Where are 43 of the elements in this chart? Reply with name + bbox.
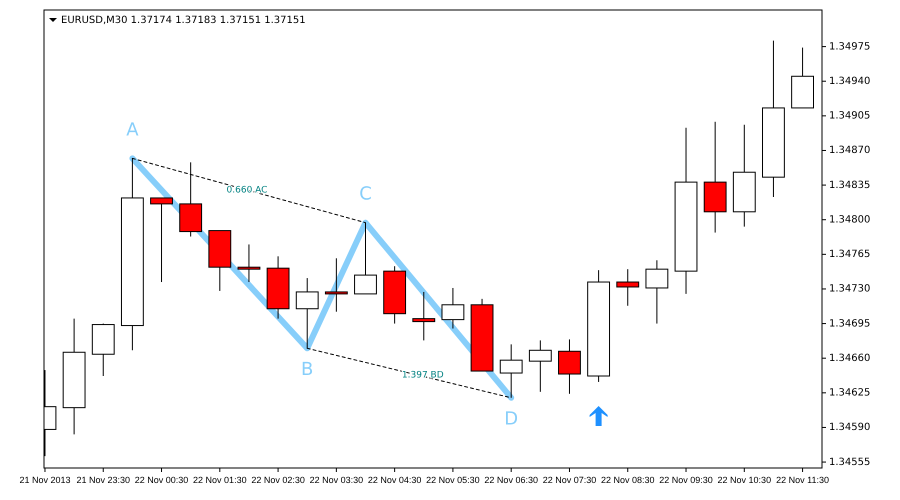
x-tick-label: 21 Nov 23:30 [76,475,130,485]
candlestick [412,291,436,341]
x-tick-label: 21 Nov 2013 [19,475,70,485]
x-tick-label: 22 Nov 06:30 [484,475,538,485]
x-tick-label: 22 Nov 04:30 [368,475,422,485]
annotation: A [126,119,140,140]
x-tick-label: 22 Nov 08:30 [600,475,655,485]
y-tick-label: 1.34555 [829,456,870,468]
y-tick-label: 1.34800 [829,214,870,226]
candlestick [616,268,640,306]
x-tick-label: 22 Nov 00:30 [134,475,188,485]
x-tick-label: 22 Nov 07:30 [542,475,596,485]
y-tick-label: 1.34765 [829,249,870,260]
x-tick-label: 22 Nov 01:30 [193,475,247,485]
annotation: 0.660 AC [226,185,268,196]
candlestick [528,340,552,392]
y-tick-label: 1.34975 [829,41,870,52]
y-tick-label: 1.34625 [829,388,870,399]
y-tick-label: 1.34660 [829,352,870,364]
candlestick [238,244,260,283]
candlestick [150,197,173,283]
annotation: 1.397 BD [402,370,444,380]
y-tick-label: 1.34940 [829,76,870,87]
candlestick [324,258,348,312]
x-tick-label: 22 Nov 03:30 [310,475,364,485]
annotation: C [359,184,372,205]
y-tick-label: 1.34905 [829,110,870,122]
candlestick [441,287,464,330]
annotation: B [301,359,314,380]
y-tick-label: 1.34730 [829,284,870,295]
x-tick-label: 22 Nov 11:30 [776,475,830,485]
y-tick-label: 1.34590 [829,422,870,434]
y-tick-label: 1.34835 [829,180,870,191]
annotation: D [504,408,518,430]
candlestick [645,260,668,324]
y-tick-label: 1.34870 [829,145,870,156]
x-tick-label: 22 Nov 02:30 [251,475,305,485]
y-tick-label: 1.34695 [829,318,870,330]
x-tick-label: 22 Nov 09:30 [659,475,713,485]
x-tick-label: 22 Nov 10:30 [718,475,772,485]
candlestick [558,338,581,394]
text: EURUSD,M30 1.37174 1.37183 1.37151 1.37151 [61,15,306,26]
x-tick-label: 22 Nov 05:30 [426,475,480,485]
